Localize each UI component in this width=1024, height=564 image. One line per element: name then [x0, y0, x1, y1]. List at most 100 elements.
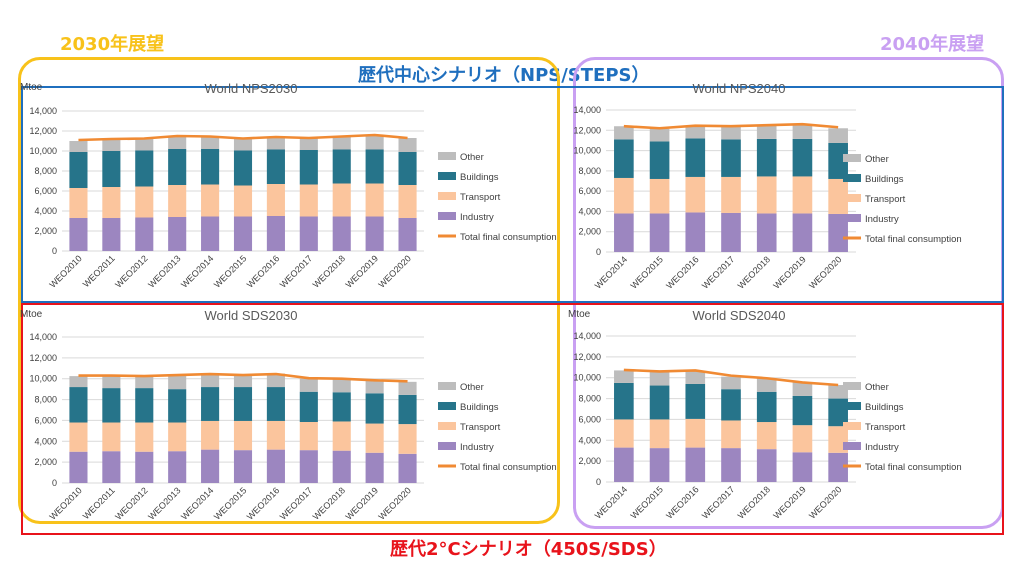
- chart0-bar-other: [233, 138, 253, 151]
- chart3-x-tick-label: WEO2020: [807, 484, 843, 520]
- chart3-bar-buildings: [792, 395, 813, 426]
- chart3-x-tick-label: WEO2018: [736, 484, 772, 520]
- chart1-bar-transport: [721, 176, 741, 213]
- chart3-bar-transport: [649, 419, 670, 449]
- chart0-bar-transport: [332, 183, 351, 217]
- chart0-bar-industry: [398, 218, 417, 251]
- chart3-bar-buildings: [685, 383, 706, 419]
- chart0-bar-buildings: [266, 149, 285, 184]
- chart1-bar-buildings: [649, 141, 670, 179]
- chart2-legend-label-transport: Transport: [460, 422, 501, 433]
- chart2-bar-other: [266, 373, 285, 388]
- chart0-legend-label-other: Other: [460, 152, 484, 163]
- chart3-title: World SDS2040: [693, 308, 786, 323]
- chart0-bar-industry: [201, 216, 220, 251]
- chart2-bar-industry: [201, 449, 220, 483]
- chart0-legend-label-buildings: Buildings: [460, 172, 499, 183]
- chart1-x-tick-label: WEO2019: [771, 254, 807, 290]
- chart2-legend-label-total: Total final consumption: [460, 462, 557, 473]
- chart0-x-tick-label: WEO2015: [212, 253, 248, 289]
- chart0-x-tick-label: WEO2019: [344, 253, 380, 289]
- chart3-bar-industry: [792, 452, 813, 482]
- chart1-bar-transport: [649, 178, 670, 214]
- chart0-bar-other: [365, 135, 384, 150]
- chart1-bar-other: [685, 125, 706, 139]
- chart2-title: World SDS2030: [205, 308, 298, 323]
- chart1-bar-transport: [685, 176, 706, 213]
- chart2-legend-swatch-other: [438, 382, 456, 390]
- chart2-legend-swatch-buildings: [438, 402, 456, 410]
- chart2-x-tick-label: WEO2011: [81, 485, 117, 521]
- chart3-y-tick-label: 2,000: [578, 456, 601, 466]
- chart3-x-tick-label: WEO2016: [664, 484, 700, 520]
- chart1-x-tick-label: WEO2014: [593, 254, 629, 290]
- chart3-x-tick-label: WEO2014: [593, 484, 629, 520]
- chart2-bar-other: [201, 372, 220, 388]
- chart0-bar-transport: [135, 186, 154, 218]
- chart1-bar-buildings: [685, 138, 706, 177]
- chart1-bar-transport: [756, 176, 777, 214]
- chart0-x-tick-label: WEO2013: [146, 253, 182, 289]
- chart2-bar-other: [102, 376, 121, 389]
- chart2-bar-industry: [332, 450, 351, 483]
- chart2-x-tick-label: WEO2016: [245, 485, 281, 521]
- chart1-bar-buildings: [721, 139, 741, 177]
- chart0-bar-industry: [332, 216, 351, 251]
- chart2-bar-buildings: [135, 388, 154, 423]
- chart1-title: World NPS2040: [693, 81, 786, 96]
- chart0-x-tick-label: WEO2012: [113, 253, 149, 289]
- chart1-bar-transport: [792, 176, 813, 214]
- chart1-bar-other: [649, 128, 670, 142]
- chart2-bar-industry: [266, 449, 285, 483]
- chart0-legend-label-total: Total final consumption: [460, 232, 557, 243]
- chart0-legend-label-industry: Industry: [460, 212, 494, 223]
- chart-world-nps2030: World NPS2030 Mtoe 0 2,000 4,000 6,000 8,000 10…: [20, 81, 557, 290]
- chart3-bar-buildings: [614, 382, 634, 420]
- chart0-x-tick-label: WEO2011: [81, 253, 117, 289]
- chart2-bar-buildings: [233, 387, 253, 421]
- chart2-bar-transport: [102, 422, 121, 452]
- chart3-y-tick-label: 14,000: [573, 331, 601, 341]
- chart2-y-tick-label: 4,000: [34, 436, 57, 446]
- chart2-bar-buildings: [201, 387, 220, 421]
- heading-2c-scenario: 歴代2°Cシナリオ（450S/SDS）: [390, 539, 667, 560]
- chart2-bar-industry: [398, 453, 417, 483]
- chart0-bar-buildings: [299, 150, 318, 185]
- chart1-bar-industry: [756, 213, 777, 252]
- chart3-x-tick-label: WEO2019: [771, 484, 807, 520]
- chart0-legend-swatch-buildings: [438, 172, 456, 180]
- chart3-bar-transport: [792, 425, 813, 453]
- chart3-bar-buildings: [756, 391, 777, 423]
- chart0-y-tick-label: 0: [52, 246, 57, 256]
- chart0-x-tick-label: WEO2020: [377, 253, 413, 289]
- chart2-bar-transport: [332, 421, 351, 451]
- chart0-bar-buildings: [365, 149, 384, 184]
- chart2-bar-industry: [168, 451, 187, 483]
- chart1-y-tick-label: 4,000: [578, 206, 601, 216]
- chart3-legend-swatch-transport: [843, 422, 861, 430]
- chart2-y-tick-label: 12,000: [29, 353, 57, 363]
- chart1-bar-buildings: [756, 138, 777, 177]
- chart2-y-tick-label: 14,000: [29, 332, 57, 342]
- chart1-y-tick-label: 12,000: [573, 125, 601, 135]
- chart0-bar-transport: [201, 184, 220, 217]
- chart0-bar-buildings: [69, 152, 88, 188]
- chart2-bar-transport: [398, 424, 417, 454]
- chart0-bar-transport: [168, 185, 187, 217]
- chart1-bar-transport: [614, 177, 634, 214]
- chart2-bar-buildings: [266, 387, 285, 421]
- chart-world-sds2030: World SDS2030 Mtoe 0 2,000 4,000 6,000 8,000 10…: [20, 308, 557, 522]
- chart1-y-tick-label: 2,000: [578, 227, 601, 237]
- chart0-legend-swatch-industry: [438, 212, 456, 220]
- chart0-bar-other: [168, 136, 187, 149]
- chart2-bar-transport: [168, 422, 187, 452]
- chart0-bar-other: [266, 137, 285, 150]
- chart0-x-tick-label: WEO2018: [311, 253, 347, 289]
- chart0-bar-industry: [135, 217, 154, 251]
- chart2-legend-label-industry: Industry: [460, 442, 494, 453]
- chart2-legend-label-buildings: Buildings: [460, 402, 499, 413]
- chart0-y-tick-label: 6,000: [34, 186, 57, 196]
- chart1-y-tick-label: 0: [596, 247, 601, 257]
- chart2-legend-swatch-industry: [438, 442, 456, 450]
- chart-world-nps2040: World NPS2040 0 2,000 4,000 6,000 8,000 10,000…: [573, 81, 961, 291]
